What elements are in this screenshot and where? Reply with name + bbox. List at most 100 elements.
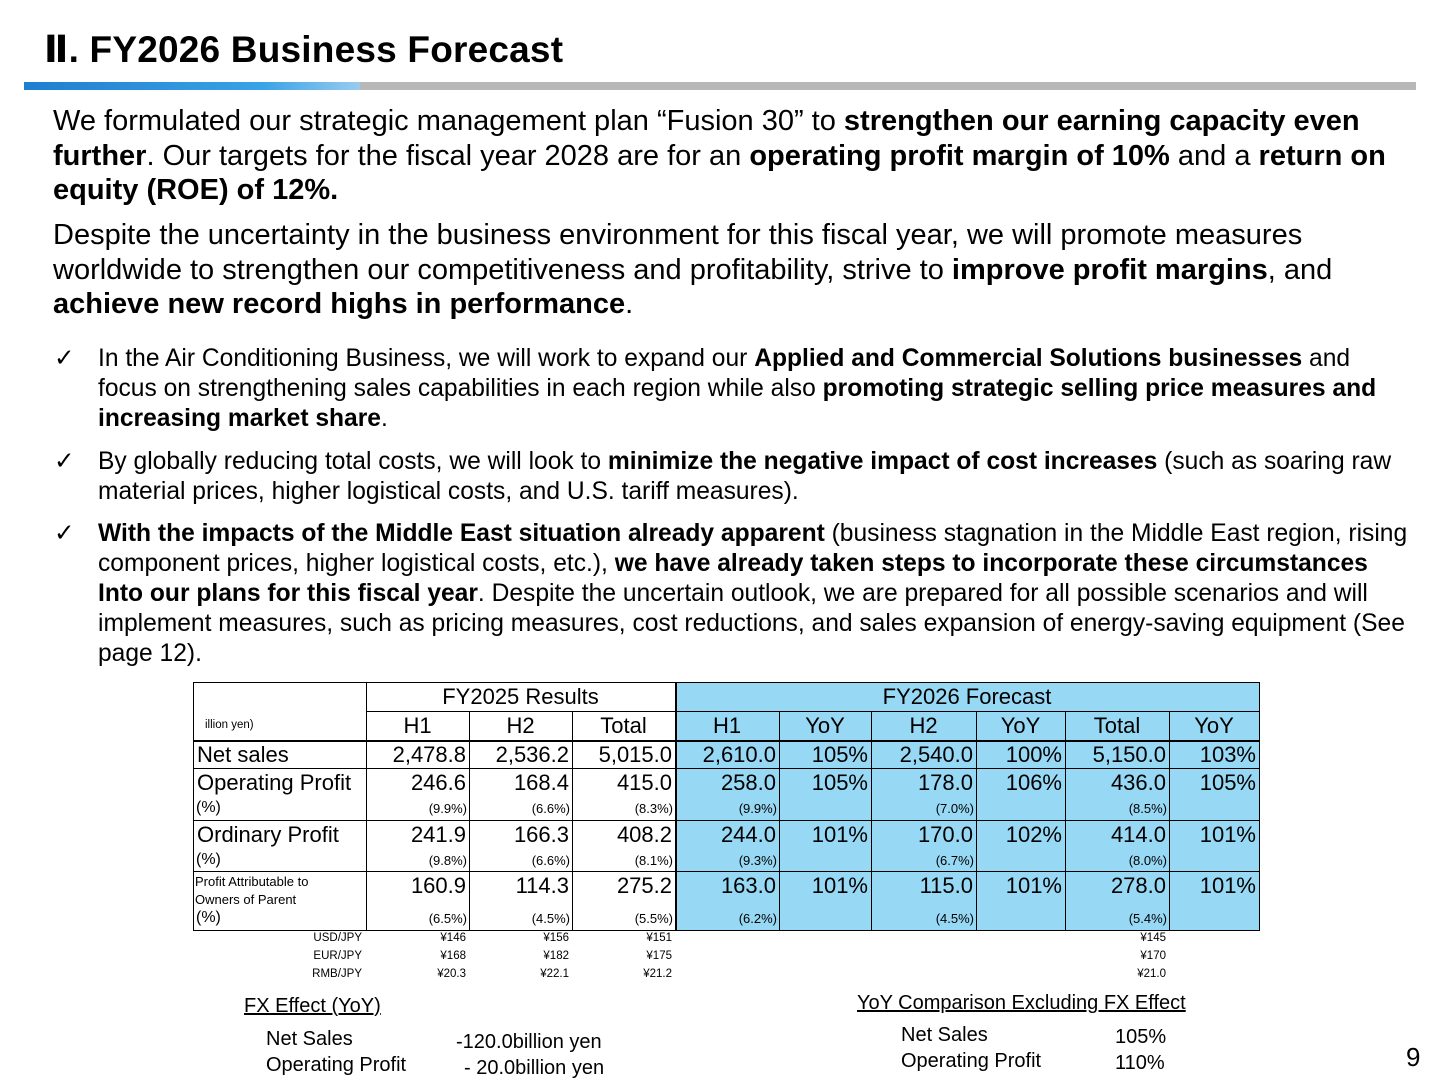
table-cell: 408.2 xyxy=(616,822,672,847)
title-rule-accent xyxy=(24,82,364,90)
table-rule xyxy=(871,711,872,930)
table-pct: (9.9%) xyxy=(738,801,777,816)
table-cell: 103% xyxy=(1199,742,1256,767)
table-rule xyxy=(193,682,1260,683)
fx-rate: ¥151 xyxy=(646,932,672,944)
bullet-text: With the impacts of the Middle East situ… xyxy=(98,520,1408,667)
column-header: H1 xyxy=(712,713,742,738)
table-cell: 246.6 xyxy=(410,770,466,795)
fx-rate: ¥20.3 xyxy=(437,968,466,980)
row-sublabel: (%) xyxy=(196,909,221,926)
table-rule xyxy=(366,711,1260,712)
table-cell: 105% xyxy=(811,742,868,767)
table-rule xyxy=(193,871,1260,872)
forecast-group-header: FY2026 Forecast xyxy=(882,684,1052,709)
row-label-line: Owners of Parent xyxy=(195,892,297,907)
table-cell: 105% xyxy=(1199,770,1256,795)
table-rule xyxy=(193,820,1260,821)
table-pct: (9.3%) xyxy=(738,853,777,868)
table-cell: 258.0 xyxy=(720,770,776,795)
fx-rate-label: EUR/JPY xyxy=(313,950,362,962)
table-rule xyxy=(193,930,1260,931)
table-cell: 5,015.0 xyxy=(598,742,672,767)
fx-rate: ¥168 xyxy=(440,950,466,962)
table-pct: (4.5%) xyxy=(531,911,570,926)
table-rule xyxy=(976,711,977,930)
table-cell: 163.0 xyxy=(720,873,776,898)
row-sublabel: (%) xyxy=(196,851,221,868)
fx-net-sales-label: Net Sales xyxy=(266,1028,353,1050)
table-cell: 2,540.0 xyxy=(899,742,973,767)
fx-rate: ¥21.2 xyxy=(643,968,672,980)
column-header: H1 xyxy=(403,713,432,738)
results-group-header: FY2025 Results xyxy=(442,684,599,709)
table-cell: 101% xyxy=(1005,873,1062,898)
intro-paragraph-2: Despite the uncertainty in the business … xyxy=(53,219,1333,320)
table-cell: 2,536.2 xyxy=(495,742,569,767)
bullet-text: By globally reducing total costs, we wil… xyxy=(98,448,1392,505)
table-pct: (8.3%) xyxy=(634,801,673,816)
table-pct: (8.0%) xyxy=(1128,853,1167,868)
table-pct: (8.1%) xyxy=(634,853,673,868)
table-cell: 102% xyxy=(1005,822,1062,847)
row-sublabel: (%) xyxy=(196,799,221,816)
column-header: YoY xyxy=(805,713,845,738)
table-cell: 414.0 xyxy=(1110,822,1166,847)
bullet-text: In the Air Conditioning Business, we wil… xyxy=(98,345,1377,432)
table-rule xyxy=(193,682,194,930)
yoy-net-sales-value: 105% xyxy=(1115,1026,1167,1048)
row-label: Net sales xyxy=(197,742,289,767)
table-cell: 101% xyxy=(1199,822,1256,847)
table-cell: 2,478.8 xyxy=(392,742,466,767)
table-rule xyxy=(1169,711,1170,930)
fx-op-value: - 20.0billion yen xyxy=(464,1057,605,1079)
table-cell: 115.0 xyxy=(919,873,973,898)
check-icon: ✓ xyxy=(54,448,75,475)
column-header: H2 xyxy=(506,713,535,738)
table-pct: (6.2%) xyxy=(738,911,777,926)
table-rule xyxy=(469,711,470,930)
table-pct: (4.5%) xyxy=(935,911,974,926)
table-rule xyxy=(193,740,1260,742)
table-cell: 168.4 xyxy=(513,770,569,795)
yoy-op-value: 110% xyxy=(1115,1052,1165,1074)
yoy-op-label: Operating Profit xyxy=(901,1050,1042,1072)
table-rule xyxy=(572,711,573,930)
fx-rate: ¥156 xyxy=(543,932,569,944)
fx-rate-label: RMB/JPY xyxy=(312,968,362,980)
table-rule xyxy=(366,682,367,930)
check-icon: ✓ xyxy=(54,345,75,372)
table-cell: 278.0 xyxy=(1110,873,1166,898)
table-cell: 178.0 xyxy=(917,770,973,795)
table-pct: (5.5%) xyxy=(634,911,673,926)
table-cell: 170.0 xyxy=(917,822,973,847)
table-rule xyxy=(1065,711,1066,930)
fx-rate: ¥170 xyxy=(1140,950,1166,962)
table-cell: 415.0 xyxy=(616,770,672,795)
table-cell: 275.2 xyxy=(616,873,672,898)
fx-rate: ¥22.1 xyxy=(540,968,569,980)
column-header: Total xyxy=(1093,713,1141,738)
table-cell: 160.9 xyxy=(410,873,466,898)
column-header: H2 xyxy=(909,713,938,738)
unit-label: illion yen) xyxy=(205,719,254,731)
fx-rate: ¥145 xyxy=(1140,932,1166,944)
table-cell: 105% xyxy=(811,770,868,795)
row-label: Operating Profit xyxy=(197,770,352,795)
row-label: Ordinary Profit xyxy=(197,822,339,847)
table-rule xyxy=(779,711,780,930)
page-title: Ⅱ. FY2026 Business Forecast xyxy=(44,29,564,70)
table-pct: (6.6%) xyxy=(531,801,570,816)
table-cell: 106% xyxy=(1005,770,1062,795)
fx-effect-heading: FX Effect (YoY) xyxy=(244,995,381,1017)
yoy-net-sales-label: Net Sales xyxy=(901,1024,988,1046)
table-cell: 101% xyxy=(811,822,868,847)
table-cell: 101% xyxy=(811,873,868,898)
intro-paragraph-1: We formulated our strategic management p… xyxy=(53,105,1386,206)
table-cell: 244.0 xyxy=(720,822,776,847)
fx-rate: ¥182 xyxy=(543,950,569,962)
table-cell: 436.0 xyxy=(1110,770,1166,795)
table-rule xyxy=(1259,682,1260,930)
column-header: YoY xyxy=(1194,713,1234,738)
table-pct: (9.8%) xyxy=(428,853,467,868)
